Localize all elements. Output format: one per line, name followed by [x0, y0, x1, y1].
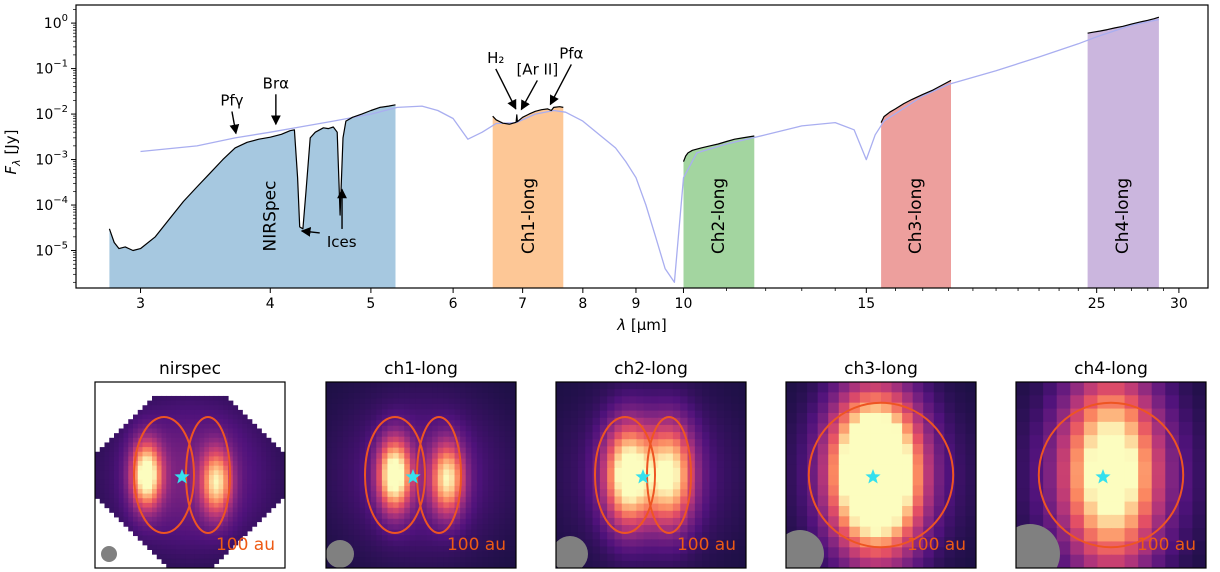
x-tick-label: 30 [1170, 296, 1188, 312]
panel-frame [94, 381, 286, 569]
series-line-ch4-long [1087, 16, 1160, 34]
panel-image [786, 382, 976, 568]
panel-image [556, 382, 746, 568]
x-tick-label: 25 [1088, 296, 1106, 312]
annotation-arrow-pf [549, 64, 572, 106]
panel-frame [325, 381, 517, 569]
region-label-ch1-long: Ch1-long [519, 178, 539, 254]
beam-size [326, 540, 354, 568]
star-marker [865, 469, 881, 484]
x-tick-label: 15 [857, 296, 875, 312]
annotation-arrow-ar-ii [520, 80, 538, 111]
annotation-br: Brα [263, 74, 289, 92]
y-tick-label: 100 [44, 13, 68, 32]
beam-size [786, 530, 824, 568]
star-marker [174, 469, 190, 484]
panel-ch1-long: ch1-long 100 au [325, 359, 517, 569]
annotation-pf: Pfα [559, 44, 583, 62]
regions-layer [109, 17, 1159, 289]
scale-label: 100 au [907, 535, 966, 555]
region-label-ch3-long: Ch3-long [906, 178, 926, 254]
region-label-ch2-long: Ch2-long [709, 178, 729, 254]
spectrum-plot: NIRSpec Ch1-long Ch2-long Ch3-long Ch4-long … [2, 4, 1209, 334]
star-marker [635, 469, 651, 484]
x-tick-label: 7 [518, 296, 527, 312]
star-marker [405, 469, 421, 484]
annotation-ices: Ices [327, 233, 357, 251]
annotation-pf: Pfγ [220, 91, 243, 109]
annotation-layer: Pfγ Brα Ices H₂ [Ar II]Pfα [220, 44, 583, 250]
y-axis: 100 10−1 10−2 10−3 10−4 10−5 [35, 9, 76, 283]
series-line-ch3-long [880, 79, 952, 123]
region-fill-ch4-long [1087, 17, 1159, 288]
x-tick-label: 5 [366, 296, 375, 312]
panel-title: nirspec [159, 359, 221, 379]
scale-label: 100 au [1137, 535, 1196, 555]
panel-title: ch4-long [1074, 359, 1148, 379]
y-axis-title: Fλ [Jy] [2, 130, 23, 175]
region-fill-ch2-long [683, 136, 755, 288]
panel-image [1016, 382, 1206, 568]
panel-title: ch3-long [844, 359, 918, 379]
series-line-ch1-long [492, 106, 564, 125]
x-axis: 3 4 5 6 7 8 9 10 15 25 30 [136, 288, 1188, 312]
y-tick-label: 10−3 [35, 150, 68, 169]
region-fill-ch1-long [492, 106, 564, 288]
plot-frame [75, 4, 1209, 289]
region-label-ch4-long: Ch4-long [1113, 178, 1133, 254]
y-tick-label: 10−2 [35, 104, 68, 123]
data-layer [108, 16, 1160, 252]
region-label-nirspec: NIRSpec [260, 181, 280, 252]
panel-image [95, 382, 285, 568]
annotation-arrow-h [495, 68, 517, 110]
y-tick-label: 10−1 [35, 59, 68, 78]
aperture-circle [807, 401, 955, 549]
annotation-arrow-ices [300, 227, 320, 237]
x-tick-label: 10 [675, 296, 693, 312]
scale-label: 100 au [447, 535, 506, 555]
y-tick-label: 10−5 [35, 241, 68, 260]
star-marker [1095, 469, 1111, 484]
scale-label: 100 au [216, 535, 275, 555]
series-line-model [140, 18, 1160, 283]
x-tick-label: 6 [449, 296, 458, 312]
x-tick-label: 4 [266, 296, 275, 312]
aperture-ellipse-left [594, 416, 656, 534]
scale-label: 100 au [677, 535, 736, 555]
x-axis-title: λ [μm] [616, 316, 667, 334]
beam-size [101, 546, 117, 562]
beam-size [1016, 524, 1060, 568]
annotation-ar-ii: [Ar II] [516, 60, 558, 78]
model-layer [140, 18, 1160, 283]
panel-frame [1015, 381, 1207, 569]
aperture-ellipse-left [133, 416, 195, 534]
annotation-arrow-pf [229, 111, 240, 135]
x-tick-label: 9 [631, 296, 640, 312]
region-fill-ch3-long [881, 80, 951, 289]
annotation-h: H₂ [487, 49, 504, 67]
series-line-nirspec [108, 104, 396, 252]
image-panels: nirspec 100 au ch1-long 100 au ch2-long 100 a… [94, 359, 1207, 569]
panel-frame [555, 381, 747, 569]
beam-size [556, 536, 588, 568]
panel-title: ch2-long [614, 359, 688, 379]
region-labels-layer: NIRSpec Ch1-long Ch2-long Ch3-long Ch4-long [260, 178, 1133, 254]
aperture-ellipse-left [364, 416, 426, 534]
series-line-ch2-long [682, 135, 755, 162]
region-fill-nirspec [109, 104, 396, 288]
panel-ch3-long: ch3-long 100 au [785, 359, 977, 569]
panel-image [326, 382, 516, 568]
panel-frame [785, 381, 977, 569]
aperture-circle [1037, 401, 1185, 549]
panel-nirspec: nirspec 100 au [94, 359, 286, 569]
y-tick-label: 10−4 [35, 195, 68, 214]
panel-ch2-long: ch2-long 100 au [555, 359, 747, 569]
x-tick-label: 8 [578, 296, 587, 312]
x-tick-label: 3 [136, 296, 145, 312]
panel-ch4-long: ch4-long 100 au [1015, 359, 1207, 569]
panel-title: ch1-long [384, 359, 458, 379]
